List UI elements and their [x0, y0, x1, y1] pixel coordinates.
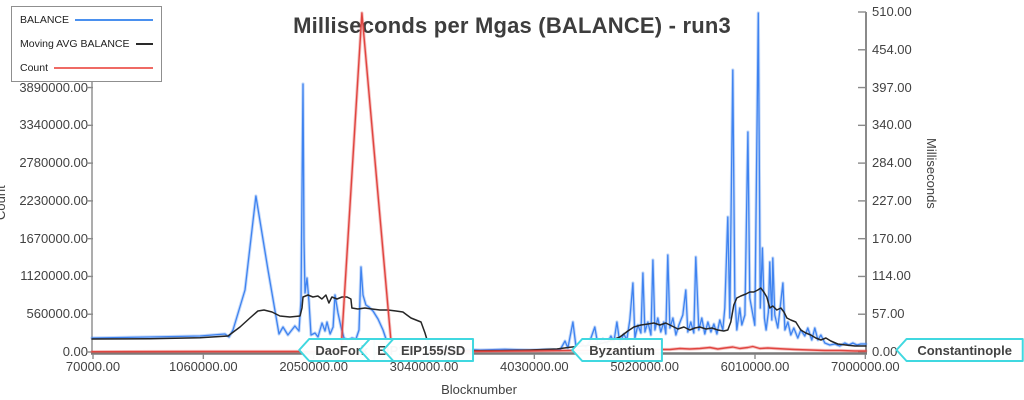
moving-avg-line-swatch — [135, 43, 153, 45]
fork-flag — [895, 338, 1024, 362]
balance-series-line — [91, 12, 867, 351]
x-tick-label: 6010000.00 — [720, 359, 790, 374]
left-tick-label: 0.00 — [62, 344, 88, 359]
count-line-swatch — [54, 67, 153, 69]
legend-item-balance[interactable]: BALANCE — [20, 14, 153, 26]
x-tick-label: 3040000.00 — [389, 359, 459, 374]
fork-flag-label: Constantinople — [917, 343, 1012, 358]
legend-label-count: Count — [20, 62, 49, 74]
chart-title: Milliseconds per Mgas (BALANCE) - run3 — [293, 13, 731, 38]
right-tick-label: 340.00 — [872, 117, 912, 133]
legend-item-moving-avg[interactable]: Moving AVG BALANCE — [20, 38, 153, 50]
x-tick-label: 5020000.00 — [610, 359, 679, 374]
right-tick-label: 0.00 — [872, 344, 898, 359]
right-tick-label: 57.00 — [872, 306, 905, 322]
legend-item-count[interactable]: Count — [20, 62, 153, 74]
left-tick-label: 1120000.00 — [20, 268, 88, 284]
x-tick-label: 1060000.00 — [168, 359, 238, 374]
right-tick-label: 454.00 — [872, 41, 912, 57]
right-axis-title: Milliseconds — [924, 138, 939, 209]
left-tick-label: 2230000.00 — [19, 192, 88, 208]
x-tick-label: 4030000.00 — [499, 359, 569, 374]
right-tick-label: 170.00 — [872, 230, 912, 246]
right-tick-label: 397.00 — [872, 79, 912, 95]
left-tick-label: 3890000.00 — [19, 79, 88, 95]
right-tick-label: 510.00 — [872, 4, 912, 19]
right-tick-label: 227.00 — [872, 192, 912, 208]
legend-label-balance: BALANCE — [20, 14, 70, 26]
left-tick-label: 2780000.00 — [19, 155, 88, 171]
legend: BALANCE Moving AVG BALANCE Count — [11, 6, 162, 82]
x-tick-label: 7000000.00 — [830, 359, 900, 374]
left-tick-label: 3340000.00 — [19, 117, 88, 133]
fork-flag — [298, 338, 376, 362]
right-tick-label: 284.00 — [872, 155, 912, 171]
left-tick-label: 1670000.00 — [19, 230, 88, 246]
fork-flag-label: EIP155/SD — [401, 343, 465, 358]
left-tick-label: 560000.00 — [26, 306, 88, 322]
fork-flag-label: Byzantium — [589, 343, 655, 358]
fork-flag — [571, 338, 663, 362]
x-tick-label: 70000.00 — [65, 359, 121, 374]
x-axis-title: Blocknumber — [441, 382, 517, 397]
fork-flag — [382, 338, 475, 362]
balance-line-swatch — [75, 19, 153, 21]
fork-flag-label: DaoFork — [315, 343, 369, 358]
legend-label-moving-avg: Moving AVG BALANCE — [20, 38, 130, 50]
right-tick-label: 114.00 — [872, 268, 911, 284]
x-tick-label: 2050000.00 — [279, 359, 348, 374]
